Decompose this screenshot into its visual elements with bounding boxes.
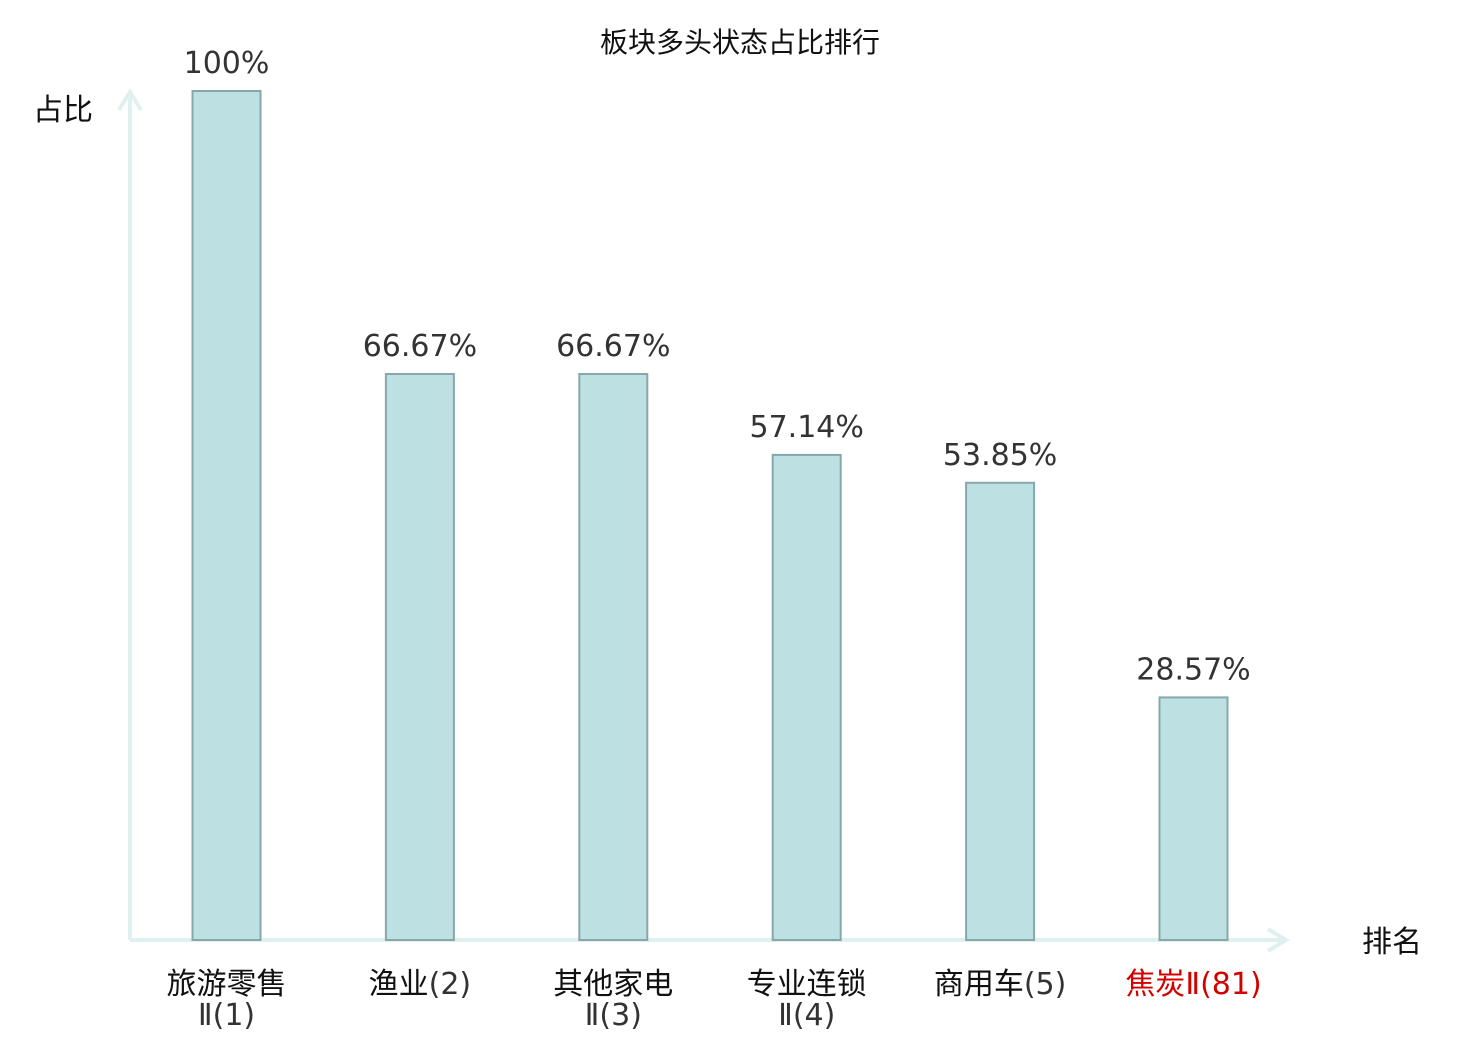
y-axis-arrow (117, 88, 143, 112)
category-rank: Ⅱ(1) (198, 998, 255, 1033)
bar-6 (1158, 696, 1229, 942)
category-label-5: 商用车(5) (934, 967, 1067, 1002)
bar-4 (771, 453, 842, 941)
value-labels: 100% 66.67% 66.67% 57.14% 53.85% 28.57% (184, 46, 1251, 687)
category-name: 焦炭Ⅱ(81) (1125, 967, 1261, 1002)
y-axis-label: 占比 (33, 93, 93, 128)
value-label-1: 100% (184, 46, 270, 81)
category-name: 商用车(5) (934, 967, 1067, 1002)
value-label-4: 57.14% (750, 410, 864, 445)
bar-1 (191, 90, 262, 941)
axes (117, 88, 1290, 953)
category-name: 旅游零售 (167, 967, 287, 1002)
bar-2 (384, 373, 455, 941)
x-axis-arrow (1266, 927, 1290, 953)
x-axis-label: 排名 (1362, 925, 1422, 960)
category-label-2: 渔业(2) (369, 967, 472, 1002)
category-name: 专业连锁 (747, 967, 867, 1002)
bar-3 (578, 373, 649, 941)
value-label-5: 53.85% (943, 438, 1057, 473)
category-rank: Ⅱ(3) (585, 998, 642, 1033)
value-label-6: 28.57% (1136, 652, 1250, 687)
category-label-6: 焦炭Ⅱ(81) (1125, 967, 1261, 1002)
bar-5 (965, 481, 1036, 941)
value-label-3: 66.67% (556, 329, 670, 364)
category-name: 渔业(2) (369, 967, 472, 1002)
chart-title: 板块多头状态占比排行 (600, 26, 880, 59)
category-rank: Ⅱ(4) (778, 998, 835, 1033)
value-label-2: 66.67% (363, 329, 477, 364)
category-name: 其他家电 (553, 967, 673, 1002)
bars (191, 90, 1229, 942)
